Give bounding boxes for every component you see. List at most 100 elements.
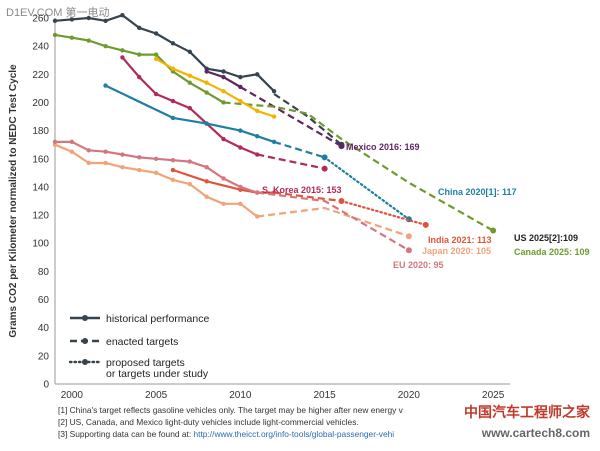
target-point-eu: [405, 247, 412, 254]
y-tick-label: 40: [38, 323, 50, 334]
point-canada: [153, 52, 159, 57]
point-australia-yellow: [238, 98, 243, 104]
point-australia-yellow: [255, 108, 260, 114]
point-eu: [103, 149, 108, 154]
point-canada: [137, 52, 142, 57]
point-china: [170, 115, 176, 121]
legend-label-dotted: proposed targets: [106, 357, 185, 369]
point-china: [238, 128, 243, 133]
point-s-korea: [221, 136, 226, 142]
point-canada: [69, 35, 75, 40]
series-label-s-korea: S. Korea 2015: 153: [262, 185, 342, 195]
point-eu: [170, 157, 176, 163]
point-canada: [120, 48, 125, 53]
y-tick-label: 220: [32, 70, 49, 81]
legend-marker-dotted: [82, 359, 88, 365]
point-us: [238, 74, 243, 80]
point-eu: [69, 139, 75, 145]
point-eu: [153, 156, 159, 161]
point-japan: [170, 177, 176, 183]
point-us: [187, 49, 193, 54]
series-eu-enacted: [257, 191, 410, 252]
point-eu: [52, 139, 58, 145]
target-point-mexico: [338, 143, 345, 150]
y-tick-label: 0: [43, 380, 49, 391]
target-point-canada: [490, 227, 497, 234]
point-japan: [86, 160, 91, 166]
legend-label-dashed: enacted targets: [106, 336, 178, 348]
point-us: [120, 12, 125, 18]
point-australia-yellow: [187, 73, 193, 78]
point-japan: [137, 167, 142, 173]
x-tick-label: 2020: [398, 390, 421, 401]
y-tick-label: 260: [32, 14, 49, 25]
point-s-korea: [187, 105, 193, 111]
y-tick-label: 240: [32, 42, 49, 53]
point-japan: [120, 165, 125, 170]
series-us-enacted: [273, 93, 343, 146]
point-eu: [187, 159, 193, 164]
series-canada-enacted: [223, 101, 494, 232]
site-logo-name: 中国汽车工程师之家: [464, 404, 590, 420]
point-china: [103, 83, 108, 88]
point-india: [204, 179, 209, 184]
y-tick-label: 100: [32, 239, 49, 250]
point-japan: [153, 170, 159, 176]
site-logo-url: www.cartech8.com: [481, 426, 590, 440]
y-tick-label: 180: [32, 126, 49, 137]
y-tick-label: 200: [32, 98, 49, 109]
point-mexico: [221, 74, 226, 80]
point-eu: [86, 148, 91, 153]
point-us: [137, 25, 142, 31]
supporting-data-link[interactable]: http://www.theicct.org/info-tools/global…: [193, 429, 395, 439]
series-canada-historical: [54, 33, 225, 104]
footnote-1: [1] China's target reflects gasoline veh…: [58, 405, 403, 415]
point-s-korea: [238, 145, 243, 150]
point-us: [86, 15, 91, 21]
y-tick-label: 60: [38, 295, 50, 306]
series-china-enacted: [273, 140, 325, 159]
legend-label-dotted: or targets under study: [106, 368, 209, 380]
legend-label-solid: historical performance: [106, 313, 209, 325]
x-tick-label: 2000: [61, 390, 84, 401]
legend-marker-solid: [82, 315, 88, 321]
series-label-china: China 2020[1]: 117: [438, 187, 517, 197]
target-point-s-korea: [321, 165, 328, 172]
series-india-enacted: [273, 191, 342, 203]
x-tick-label: 2015: [314, 390, 337, 401]
point-canada: [103, 43, 108, 49]
point-us: [153, 31, 159, 36]
watermark: D1EV.COM 第一电动: [6, 7, 110, 19]
series-us-historical: [54, 14, 275, 92]
point-india: [170, 167, 176, 173]
point-australia-yellow: [153, 56, 159, 62]
x-tick-label: 2025: [482, 390, 505, 401]
point-australia-yellow: [271, 114, 277, 119]
y-tick-label: 140: [32, 182, 49, 193]
series-label-canada: Canada 2025: 109: [514, 247, 590, 257]
y-tick-label: 20: [38, 351, 50, 362]
point-eu: [238, 184, 243, 190]
series-china-historical: [105, 84, 275, 143]
point-japan: [187, 181, 193, 187]
footnote-3-text: [3] Supporting data can be found at:: [58, 429, 194, 439]
point-eu: [221, 176, 226, 181]
point-japan: [204, 194, 209, 199]
x-tick-label: 2010: [229, 390, 252, 401]
series-label-india: India 2021: 113: [428, 235, 492, 245]
point-us: [69, 17, 75, 22]
point-us: [221, 69, 226, 74]
point-china: [204, 121, 209, 126]
series-label-japan: Japan 2020: 105: [422, 246, 491, 256]
legend-marker-dashed: [82, 338, 88, 344]
point-us: [52, 18, 58, 24]
point-australia-yellow: [221, 89, 226, 94]
point-eu: [137, 155, 142, 160]
footnote-3: [3] Supporting data can be found at: htt…: [58, 429, 394, 439]
point-us: [103, 18, 108, 24]
series-mexico-enacted: [239, 86, 343, 148]
point-japan: [238, 201, 243, 207]
point-s-korea: [153, 91, 159, 97]
point-canada: [52, 32, 58, 38]
y-tick-label: 120: [32, 211, 49, 222]
